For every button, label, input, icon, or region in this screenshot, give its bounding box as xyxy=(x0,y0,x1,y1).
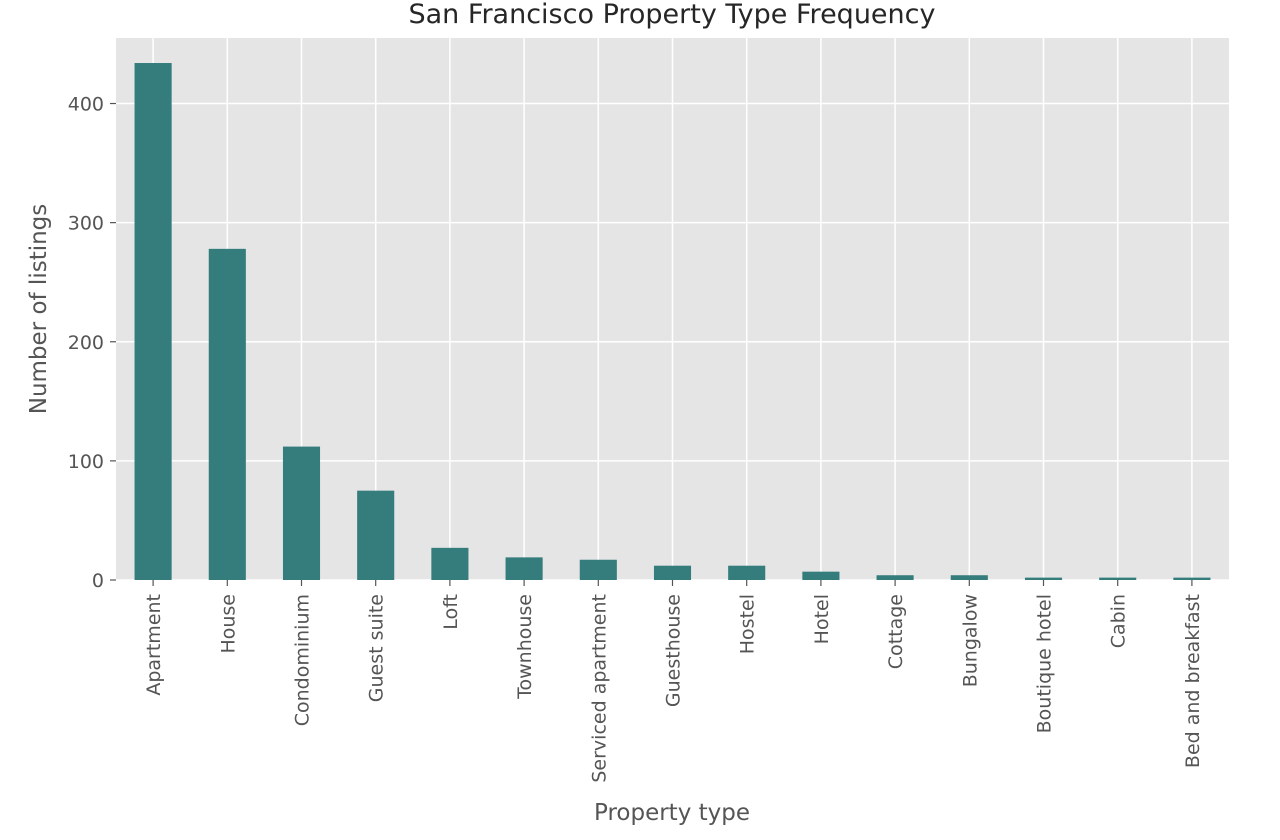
bar xyxy=(1173,577,1211,580)
y-tick-label: 300 xyxy=(68,213,104,235)
x-tick-label: Cottage xyxy=(885,594,907,669)
x-tick-label: Bungalow xyxy=(959,594,981,687)
y-axis-label: Number of listings xyxy=(26,204,52,415)
bar xyxy=(728,565,766,580)
bar xyxy=(282,446,321,580)
y-axis-ticks: 0 100 200 300 400 xyxy=(68,94,116,592)
grid-lines xyxy=(116,38,1229,581)
x-tick-label: Cabin xyxy=(1108,594,1130,648)
bar xyxy=(357,490,395,580)
bars xyxy=(134,63,1211,581)
bar xyxy=(505,557,543,580)
x-tick-label: Boutique hotel xyxy=(1034,594,1056,733)
bar xyxy=(653,565,692,580)
x-tick-label: Guest suite xyxy=(366,594,388,702)
x-tick-label: House xyxy=(217,594,239,654)
x-tick-label: Loft xyxy=(440,594,462,630)
x-axis-label: Property type xyxy=(594,800,750,826)
bar xyxy=(431,547,469,580)
x-axis-ticks: Apartment House Condominium Guest suite Loft… xyxy=(143,580,1204,783)
bar xyxy=(876,575,914,580)
bar xyxy=(208,248,246,580)
bar xyxy=(802,571,840,580)
bar xyxy=(1099,577,1137,580)
x-tick-label: Guesthouse xyxy=(663,594,685,707)
x-tick-label: Townhouse xyxy=(514,594,536,700)
bar xyxy=(1024,577,1063,580)
y-tick-label: 100 xyxy=(68,451,104,473)
y-tick-label: 200 xyxy=(68,332,104,354)
x-tick-label: Hotel xyxy=(811,594,833,644)
chart-title: San Francisco Property Type Frequency xyxy=(409,0,936,30)
y-tick-label: 0 xyxy=(92,570,104,592)
x-tick-label: Apartment xyxy=(143,594,165,696)
y-tick-label: 400 xyxy=(68,94,104,116)
x-tick-label: Serviced apartment xyxy=(588,594,610,783)
bar xyxy=(134,63,172,581)
bar xyxy=(950,575,988,580)
x-tick-label: Hostel xyxy=(737,594,759,654)
bar xyxy=(579,559,617,580)
x-tick-label: Condominium xyxy=(292,594,314,726)
x-tick-label: Bed and breakfast xyxy=(1182,594,1204,768)
